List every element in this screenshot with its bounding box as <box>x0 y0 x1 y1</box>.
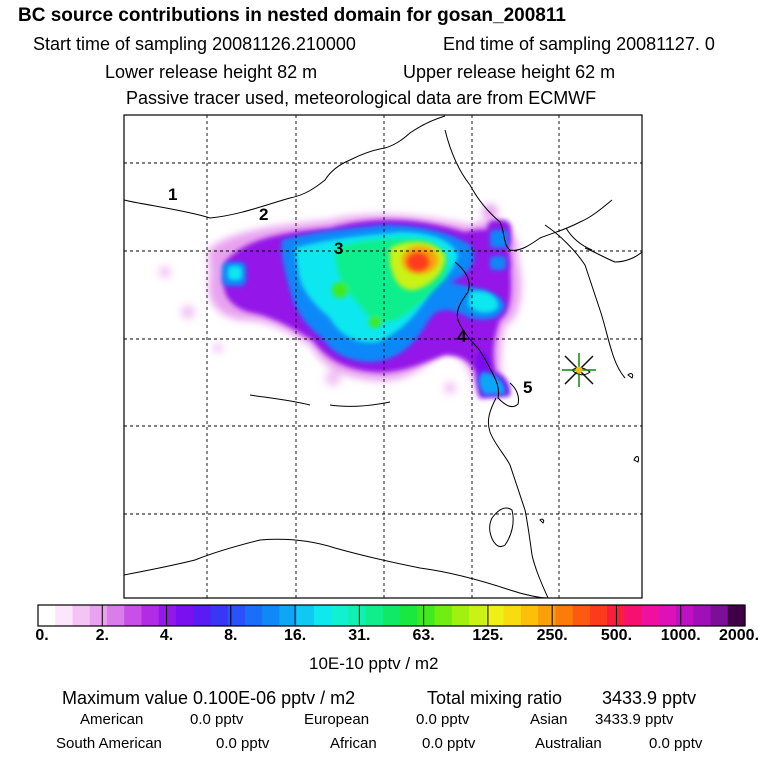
colorbar-segment <box>175 605 194 626</box>
colorbar-tick-label: 8. <box>224 627 238 644</box>
stat-name-south-american: South American <box>56 735 162 752</box>
colorbar-segment <box>624 605 643 626</box>
colorbar-segment <box>486 605 505 626</box>
maximum-value: Maximum value 0.100E-06 pptv / m2 <box>62 688 356 708</box>
colorbar-segment <box>641 605 660 626</box>
colorbar-segment <box>365 605 384 626</box>
tracer-note: Passive tracer used, meteorological data… <box>126 88 597 108</box>
map-title: BC source contributions in nested domain… <box>18 5 566 26</box>
stat-value-european: 0.0 pptv <box>416 711 470 728</box>
colorbar-segment <box>279 605 298 626</box>
colorbar-segment <box>296 605 315 626</box>
stat-name-european: European <box>304 711 370 728</box>
stat-value-south-american: 0.0 pptv <box>216 735 270 752</box>
colorbar-segment <box>141 605 160 626</box>
colorbar-segment <box>210 605 229 626</box>
total-mixing-ratio-label: Total mixing ratio <box>427 688 563 708</box>
colorbar-segment <box>434 605 453 626</box>
lower-release-height: Lower release height 82 m <box>105 62 318 82</box>
colorbar-segment <box>520 605 539 626</box>
colorbar-segment <box>469 605 487 626</box>
region-label-4: 2 <box>259 205 268 224</box>
colorbar-segment <box>727 605 746 626</box>
colorbar-segment <box>193 605 212 626</box>
stat-value-african: 0.0 pptv <box>422 735 476 752</box>
stat-name-african: African <box>330 735 377 752</box>
stat-name-australian: Australian <box>535 735 602 752</box>
star-marker <box>562 353 596 387</box>
colorbar-segment <box>227 605 246 626</box>
graticule <box>124 115 642 598</box>
region-labels: 1 2 3 4 5 <box>168 185 532 397</box>
colorbar-segment <box>572 605 591 626</box>
colorbar-segment <box>503 605 522 626</box>
colorbar-tick-label: 500. <box>600 627 633 644</box>
colorbar-segment <box>38 605 56 626</box>
colorbar-segment <box>313 605 332 626</box>
colorbar-segment <box>589 605 608 626</box>
colorbar-segment <box>262 605 281 626</box>
colorbar-frame <box>37 604 746 627</box>
colorbar-segment <box>106 605 125 626</box>
colorbar-segment <box>451 605 470 626</box>
colorbar-segment <box>158 605 177 626</box>
colorbar-segment <box>400 605 418 626</box>
stat-name-american: American <box>80 711 144 728</box>
colorbar-tick-label: 125. <box>472 627 504 644</box>
region-label-1: 5 <box>523 378 532 397</box>
sampling-start: Start time of sampling 20081126.210000 <box>33 34 356 54</box>
colorbar-tick-label: 63. <box>412 627 435 644</box>
colorbar-segment <box>331 605 349 626</box>
region-label-3: 3 <box>334 239 343 258</box>
colorbar-segment <box>244 605 263 626</box>
colorbar-tick-label: 2. <box>95 627 109 644</box>
colorbar-segment <box>555 605 574 626</box>
colorbar-segment <box>538 605 556 626</box>
colorbar-tick-label: 4. <box>159 627 174 644</box>
colorbar-tick-label: 0. <box>35 627 49 644</box>
colorbar-segment <box>658 605 677 626</box>
colorbar-segment <box>89 605 108 626</box>
coastlines <box>124 115 642 598</box>
stat-value-asian: 3433.9 pptv <box>595 711 674 728</box>
total-mixing-ratio-value: 3433.9 pptv <box>602 688 697 708</box>
region-label-2: 4 <box>457 327 467 346</box>
colorbar-segment <box>55 605 74 626</box>
stat-name-asian: Asian <box>530 711 568 728</box>
colorbar-tick-label: 2000. <box>718 627 760 644</box>
map-plot-area <box>124 115 642 598</box>
colorbar-segment <box>710 605 729 626</box>
colorbar-tick-label: 250. <box>536 627 568 644</box>
region-label-5: 1 <box>168 185 177 204</box>
colorbar-tick-label: 16. <box>283 627 307 644</box>
colorbar-segment <box>124 605 143 626</box>
stat-value-american: 0.0 pptv <box>190 711 244 728</box>
colorbar-segment <box>693 605 712 626</box>
plume-core <box>407 253 429 271</box>
stat-value-australian: 0.0 pptv <box>649 735 703 752</box>
colorbar-segment <box>382 605 401 626</box>
colorbar-segment <box>417 605 436 626</box>
colorbar <box>37 604 746 627</box>
upper-release-height: Upper release height 62 m <box>403 62 616 82</box>
colorbar-tick-label: 31. <box>348 627 371 644</box>
colorbar-unit: 10E-10 pptv / m2 <box>309 654 439 673</box>
map-frame <box>123 114 643 599</box>
sampling-end: End time of sampling 20081127. 0 <box>443 34 715 54</box>
colorbar-segment <box>676 605 694 626</box>
colorbar-segment <box>348 605 367 626</box>
colorbar-segment <box>72 605 91 626</box>
colorbar-tick-label: 1000. <box>660 627 701 644</box>
